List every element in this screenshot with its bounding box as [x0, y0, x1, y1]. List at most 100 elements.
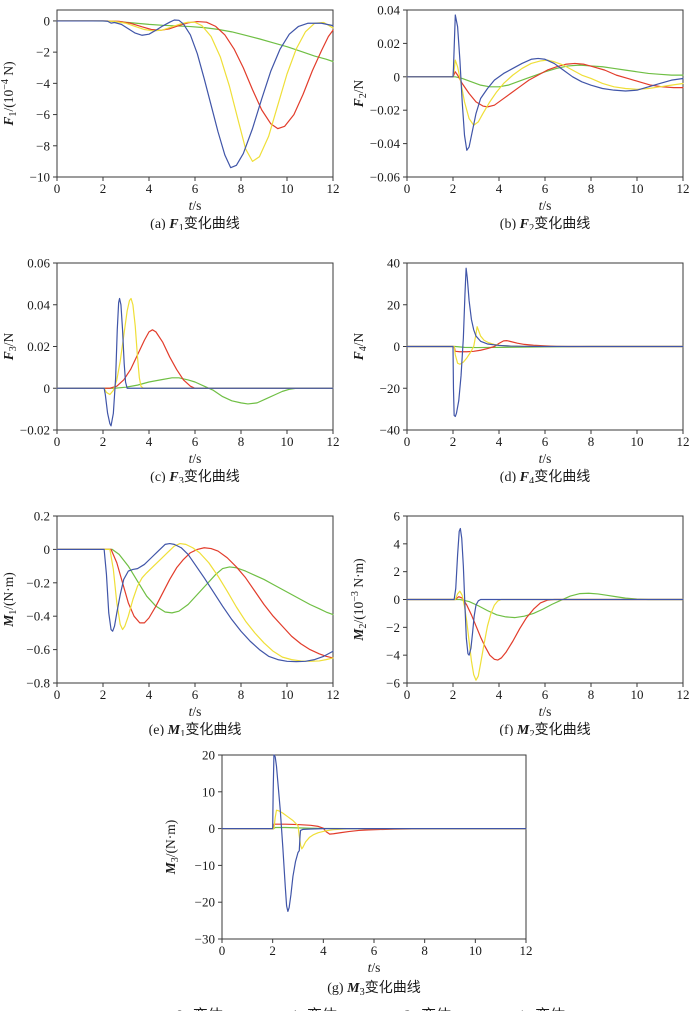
x-tick-label: 8 — [588, 434, 595, 449]
y-tick-label: −0.2 — [26, 575, 50, 590]
x-tick-label: 12 — [327, 434, 340, 449]
legend-item-8s: 8 s变体 — [135, 1004, 223, 1011]
x-tick-label: 12 — [520, 943, 533, 958]
y-tick-label: 40 — [387, 256, 400, 271]
x-tick-label: 4 — [320, 943, 327, 958]
x-axis-label: t/s — [368, 960, 381, 975]
plot-frame — [56, 515, 334, 684]
y-tick-label: −20 — [195, 895, 215, 910]
series-blue — [56, 542, 334, 663]
y-tick-label: 4 — [394, 536, 401, 551]
chart-m1: 0 2 4 6 8 10 12 0.2 0 −0.2 −0.4 −0.6 −0.8 M1/(N·m) t/s… — [1, 509, 340, 741]
figure-row-3: 0 2 4 6 8 10 12 0.2 0 −0.2 −0.4 −0.6 −0.8 M1/(N·m) t/s… — [0, 488, 700, 741]
y-tick-label: 0.04 — [377, 3, 400, 18]
x-tick-label: 2 — [450, 687, 457, 702]
series-blue — [221, 754, 527, 912]
x-tick-label: 10 — [281, 181, 294, 196]
legend-item-2s: 2 s变体 — [363, 1004, 451, 1011]
x-tick-label: 10 — [631, 434, 644, 449]
y-tick-label: −10 — [195, 858, 215, 873]
x-axis-label: t/s — [189, 704, 202, 719]
y-tick-label: −0.8 — [26, 676, 50, 691]
y-axis-label: F2/N — [351, 79, 369, 108]
x-tick-label: 6 — [371, 943, 378, 958]
subplot-caption: (g) M3变化曲线 — [327, 980, 421, 995]
x-tick-label: 8 — [588, 181, 595, 196]
subplot-caption: (d) F4变化曲线 — [500, 469, 590, 483]
series-red — [406, 596, 684, 661]
subplot-a: 0 2 4 6 8 10 12 0 −2 −4 −6 −8 −10 F1/(10−4 N) t/s (a) F… — [0, 0, 350, 235]
series-green — [406, 592, 684, 619]
x-tick-label: 2 — [100, 181, 107, 196]
series-green — [56, 548, 334, 616]
y-tick-label: 0.06 — [27, 256, 50, 271]
x-tick-label: 10 — [469, 943, 482, 958]
y-tick-label: −4 — [386, 648, 400, 663]
y-tick-label: 2 — [394, 564, 401, 579]
legend-label-2s: 2 s变体 — [404, 1004, 451, 1011]
y-tick-label: 0 — [209, 821, 216, 836]
y-axis-label: M3/(N·m) — [163, 820, 181, 876]
series-yellow — [406, 590, 684, 681]
x-tick-label: 12 — [677, 181, 690, 196]
legend-label-8s: 8 s变体 — [176, 1004, 223, 1011]
y-tick-label: 10 — [202, 784, 215, 799]
plot-frame — [221, 754, 527, 940]
y-tick-label: −30 — [195, 932, 215, 947]
y-tick-label: −4 — [36, 76, 50, 91]
x-tick-label: 6 — [192, 687, 199, 702]
y-tick-label: −20 — [380, 381, 400, 396]
series-green — [56, 20, 334, 63]
series-blue — [56, 297, 334, 427]
chart-m2: 0 2 4 6 8 10 12 6 4 2 0 −2 −4 −6 M2/(10−3 N·m) t/s (f) M… — [350, 509, 690, 741]
x-axis-label: t/s — [539, 704, 552, 719]
legend-item-4s: 4 s变体 — [249, 1004, 337, 1011]
series-blue — [406, 267, 684, 418]
x-tick-label: 0 — [54, 181, 61, 196]
y-tick-label: 0.04 — [27, 297, 50, 312]
y-tick-label: −0.02 — [370, 103, 400, 118]
subplot-d: 0 2 4 6 8 10 12 40 20 0 −20 −40 F4/N t/s (d) F4变化曲线 — [350, 253, 700, 488]
plot-frame — [406, 9, 684, 178]
y-tick-label: −6 — [386, 676, 400, 691]
y-tick-label: 0.2 — [34, 509, 50, 524]
x-tick-label: 8 — [588, 687, 595, 702]
subplot-f: 0 2 4 6 8 10 12 6 4 2 0 −2 −4 −6 M2/(10−3 N·m) t/s (f) M… — [350, 506, 700, 741]
y-tick-label: 0.02 — [27, 339, 50, 354]
chart-m3: 0 2 4 6 8 10 12 20 10 0 −10 −20 −30 M3/(N·m) t/s (g) M3… — [163, 748, 533, 999]
series-yellow — [406, 59, 684, 126]
y-tick-label: −8 — [36, 138, 50, 153]
subplot-b: 0 2 4 6 8 10 12 0.04 0.02 0 −0.02 −0.04 −0.06 F2/N t/s… — [350, 0, 700, 235]
subplot-caption: (b) F2变化曲线 — [500, 216, 590, 230]
y-axis-label: F3/N — [1, 332, 19, 361]
x-tick-label: 6 — [192, 434, 199, 449]
y-tick-label: 0 — [44, 542, 51, 557]
subplot-c: 0 2 4 6 8 10 12 0.06 0.04 0.02 0 −0.02 F3/N t/s (c) F3… — [0, 253, 350, 488]
y-axis-label: F4/N — [351, 332, 369, 361]
series-red — [56, 20, 334, 130]
series-yellow — [221, 809, 527, 850]
x-tick-label: 12 — [327, 181, 340, 196]
y-tick-label: −0.6 — [26, 642, 50, 657]
x-tick-label: 2 — [450, 434, 457, 449]
subplot-e: 0 2 4 6 8 10 12 0.2 0 −0.2 −0.4 −0.6 −0.8 M1/(N·m) t/s… — [0, 506, 350, 741]
x-tick-label: 8 — [238, 434, 245, 449]
subplot-caption: (e) M1变化曲线 — [149, 722, 242, 736]
chart-f2: 0 2 4 6 8 10 12 0.04 0.02 0 −0.02 −0.04 −0.06 F2/N t/s… — [351, 3, 690, 235]
subplot-caption: (a) F1变化曲线 — [150, 216, 240, 230]
subplot-g: 0 2 4 6 8 10 12 20 10 0 −10 −20 −30 M3/(N·m) t/s (g) M3… — [160, 743, 540, 1000]
series-blue — [406, 14, 684, 151]
y-axis-label: M1/(N·m) — [1, 572, 19, 628]
y-tick-label: −6 — [36, 107, 50, 122]
x-tick-label: 0 — [404, 434, 411, 449]
chart-f4: 0 2 4 6 8 10 12 40 20 0 −20 −40 F4/N t/s (d) F4变化曲线 — [351, 256, 690, 488]
chart-f3: 0 2 4 6 8 10 12 0.06 0.04 0.02 0 −0.02 F3/N t/s (c) F3… — [1, 256, 340, 488]
x-tick-label: 4 — [496, 687, 503, 702]
x-tick-label: 12 — [677, 434, 690, 449]
y-tick-label: 0 — [394, 69, 401, 84]
y-tick-label: 0 — [44, 13, 51, 28]
series-yellow — [56, 542, 334, 662]
x-tick-label: 4 — [496, 181, 503, 196]
series-green — [56, 377, 334, 405]
